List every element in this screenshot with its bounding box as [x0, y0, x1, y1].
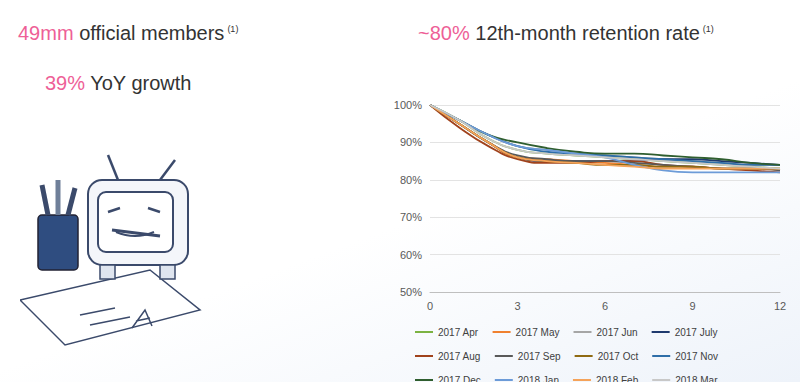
svg-text:90%: 90%	[400, 136, 422, 148]
svg-text:2017 Aug: 2017 Aug	[438, 351, 480, 362]
html-text:~80% 12th-month retention rate: ~80% 12th-month retention rate(1)	[418, 22, 714, 44]
svg-text:2018 Jan: 2018 Jan	[518, 375, 559, 382]
svg-text:80%: 80%	[400, 174, 422, 186]
svg-text:2017 Sep: 2017 Sep	[518, 351, 561, 362]
svg-text:9: 9	[689, 300, 695, 312]
svg-text:6: 6	[602, 300, 608, 312]
svg-text:2017 Nov: 2017 Nov	[675, 351, 718, 362]
html-text:49mm official members(1): 49mm official members(1)	[18, 22, 239, 44]
svg-text:70%: 70%	[400, 211, 422, 223]
svg-text:2017 July: 2017 July	[675, 327, 718, 338]
svg-text:60%: 60%	[400, 249, 422, 261]
svg-text:100%: 100%	[394, 99, 422, 111]
svg-text:12: 12	[774, 300, 786, 312]
svg-text:2018 Feb: 2018 Feb	[596, 375, 639, 382]
svg-text:50%: 50%	[400, 286, 422, 298]
svg-text:0: 0	[427, 300, 433, 312]
svg-text:2017 May: 2017 May	[516, 327, 560, 338]
svg-text:2017 Apr: 2017 Apr	[438, 327, 479, 338]
html-text:39% YoY growth: 39% YoY growth	[45, 72, 192, 94]
svg-text:2017 Dec: 2017 Dec	[438, 375, 481, 382]
svg-text:2018 Mar: 2018 Mar	[675, 375, 718, 382]
svg-text:3: 3	[514, 300, 520, 312]
svg-text:2017 Oct: 2017 Oct	[598, 351, 639, 362]
svg-text:2017 Jun: 2017 Jun	[597, 327, 638, 338]
